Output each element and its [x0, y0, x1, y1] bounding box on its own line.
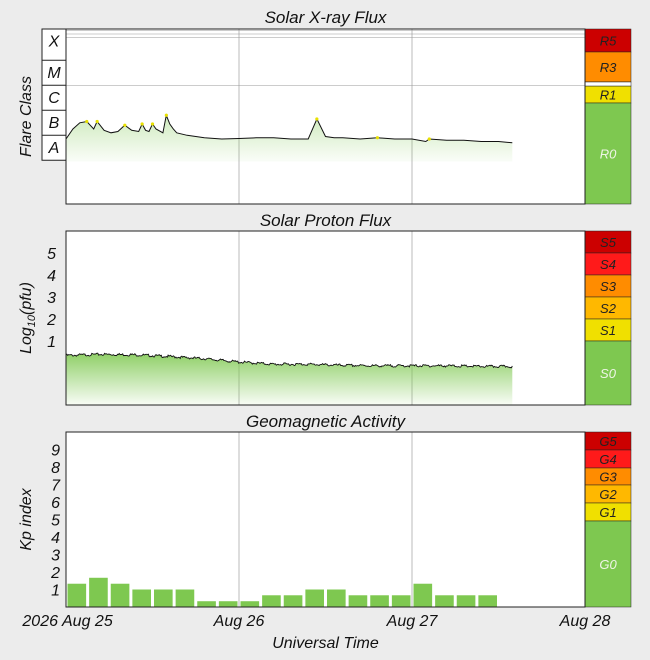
proton-ylabel: Log10(pfu) [18, 282, 38, 354]
xray-peak-point [140, 122, 144, 126]
s-scale-label: S1 [600, 323, 616, 338]
proton-ylabel-main: Log [18, 327, 35, 354]
proton-ytick: 4 [47, 268, 56, 285]
kp-bar [240, 601, 260, 607]
kp-bar [197, 601, 216, 607]
kp-bar [175, 589, 195, 607]
s-scale-label: S2 [600, 301, 617, 316]
flare-class-c: C [48, 90, 60, 107]
xray-ylabel: Flare Class [18, 76, 35, 157]
kp-bar [391, 595, 411, 607]
kp-ytick: 8 [51, 460, 60, 477]
kp-ytick: 4 [51, 530, 60, 547]
r-scale-label: R1 [600, 88, 617, 103]
x-year-label: 2026 [21, 613, 58, 630]
xray-flux-fill [66, 115, 513, 162]
x-tick-label: Aug 28 [559, 613, 611, 630]
g-scale-label: G3 [599, 470, 617, 485]
kp-ytick: 6 [51, 495, 60, 512]
kp-bar [218, 601, 238, 607]
kp-bar [370, 595, 389, 607]
x-tick-label: Aug 27 [386, 613, 439, 630]
r-scale-label: R5 [600, 34, 617, 49]
xray-peak-point [85, 119, 89, 124]
r-scale-r3 [584, 51, 632, 83]
g-scale-label: G2 [599, 487, 617, 502]
kp-bar [305, 589, 324, 607]
proton-title: Solar Proton Flux [260, 211, 392, 230]
xray-frame [65, 28, 586, 205]
proton-ytick: 3 [47, 290, 56, 307]
kp-bar [67, 583, 87, 607]
g-scale-label: G0 [599, 557, 617, 572]
flare-class-a: A [48, 140, 60, 157]
kp-bar [89, 577, 108, 607]
xray-peak-point [315, 117, 319, 121]
kp-ytick: 9 [51, 443, 60, 460]
proton-ytick: 5 [47, 246, 56, 263]
kp-ytick: 7 [51, 478, 61, 495]
s-scale-label: S3 [600, 279, 617, 294]
kp-bar [348, 595, 368, 607]
r-scale-label: R3 [600, 60, 617, 75]
geomag-ylabel: Kp index [18, 487, 35, 550]
s-scale-s0 [584, 340, 632, 406]
kp-bar [132, 589, 151, 607]
s-scale-label: S0 [600, 366, 617, 381]
proton-flux-line [65, 352, 513, 369]
kp-bar [110, 583, 130, 607]
kp-bar [154, 589, 173, 607]
g-scale-label: G4 [599, 452, 616, 467]
g-scale-label: G1 [599, 505, 616, 520]
xray-peak-point [95, 119, 99, 124]
kp-bar [478, 595, 497, 607]
xray-peak-point [123, 123, 127, 127]
g-scale-g0 [584, 520, 632, 608]
x-tick-label: Aug 25 [61, 613, 113, 630]
geomag-frame [65, 431, 586, 608]
plot-area-1 [66, 29, 585, 204]
xray-peak-point [375, 136, 379, 140]
proton-ytick: 1 [47, 334, 56, 351]
proton-flux-fill [66, 353, 513, 405]
proton-ylabel-rest: (pfu) [18, 282, 35, 315]
xray-flux-line [65, 113, 513, 144]
xray-peak-point [427, 137, 431, 141]
flare-class-x: X [48, 34, 61, 51]
x-tick-label: Aug 26 [213, 613, 265, 630]
r-scale-gap [584, 81, 632, 87]
xray-peak-point [164, 113, 168, 117]
flare-class-b: B [49, 115, 60, 132]
proton-ytick: 2 [46, 312, 56, 329]
s-scale-label: S4 [600, 257, 616, 272]
r-scale-r0 [584, 102, 632, 205]
kp-bar [327, 589, 346, 607]
kp-bar [456, 595, 476, 607]
s-scale-label: S5 [600, 235, 617, 250]
proton-frame [65, 230, 586, 406]
kp-ytick: 5 [51, 513, 60, 530]
kp-bar [435, 595, 454, 607]
xray-title: Solar X-ray Flux [265, 8, 387, 27]
x-axis-label: Universal Time [272, 635, 379, 652]
kp-ytick: 3 [51, 548, 60, 565]
kp-bar [413, 583, 433, 607]
plot-area-3 [66, 432, 585, 607]
xray-peak-point [150, 122, 155, 126]
proton-ylabel-sub: 10 [26, 314, 38, 327]
r-scale-label: R0 [600, 147, 617, 162]
flare-class-m: M [47, 65, 61, 82]
kp-bar [283, 595, 303, 607]
g-scale-label: G5 [599, 434, 617, 449]
kp-bar [262, 595, 281, 607]
kp-ytick: 2 [50, 565, 60, 582]
kp-ytick: 1 [51, 583, 60, 600]
geomag-title: Geomagnetic Activity [246, 412, 407, 431]
